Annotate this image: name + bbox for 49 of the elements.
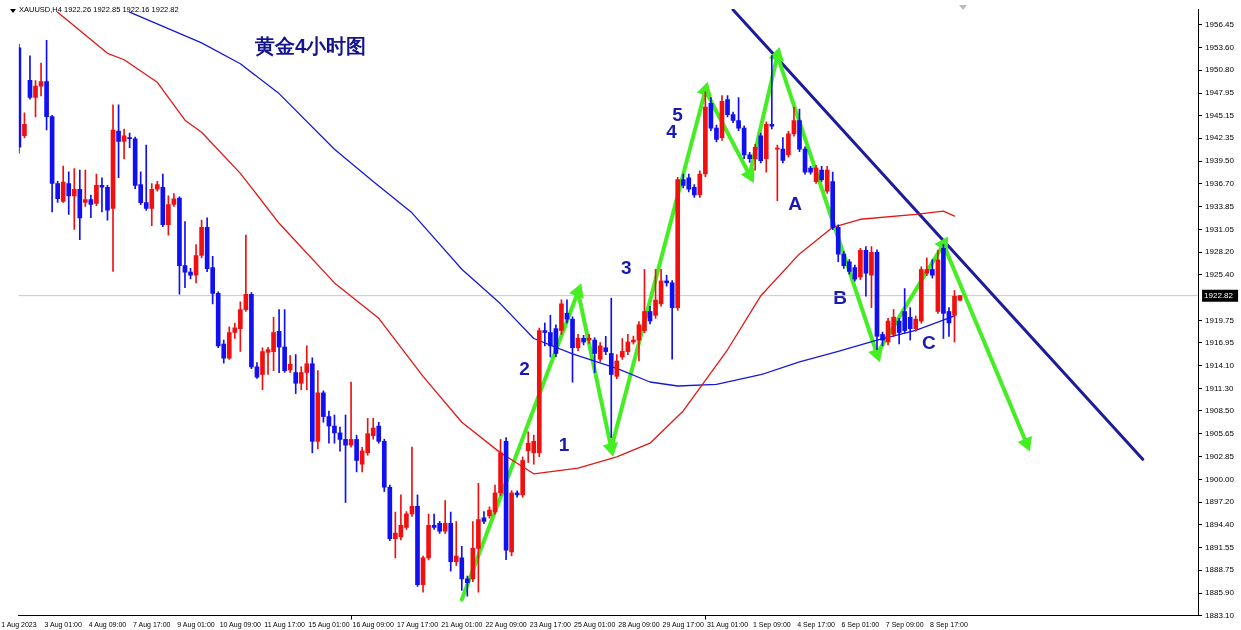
point (1017, 436, 1032, 452)
y-tick-label: 1902.85 (1205, 451, 1235, 461)
y-tick-label: 1931.05 (1205, 224, 1235, 234)
ref-line-label: 1922.82 (1204, 290, 1234, 300)
y-tick-label: 1894.40 (1205, 519, 1235, 529)
y-tick-label: 1956.45 (1205, 19, 1235, 29)
y-tick-label: 1953.60 (1205, 42, 1235, 52)
y-tick-label: 1936.70 (1205, 179, 1235, 189)
point (602, 442, 618, 457)
candlestick (453, 521, 459, 566)
candlestick (121, 128, 127, 160)
candlestick (464, 575, 470, 597)
y-tick-label: 1908.50 (1205, 406, 1235, 416)
annotation: 2 (519, 358, 530, 380)
candlestick (608, 297, 614, 438)
point (696, 81, 712, 97)
y-tick-label: 1905.65 (1205, 429, 1235, 439)
point (868, 347, 883, 363)
y-tick-label: 1950.80 (1205, 65, 1235, 75)
y-tick-label: 1928.20 (1205, 247, 1235, 257)
y-tick-label: 1911.30 (1205, 383, 1234, 393)
candlestick (71, 168, 77, 230)
y-tick-label: 1897.20 (1205, 497, 1235, 507)
y-tick-label: 1939.50 (1205, 156, 1235, 166)
candlestick (769, 55, 775, 130)
y-tick-label: 1888.75 (1205, 565, 1235, 575)
y-tick-label: 1942.35 (1205, 133, 1235, 143)
annotation: A (788, 192, 803, 214)
text: 黄金4小时图 (255, 34, 367, 59)
annotation: B (833, 287, 848, 309)
point (569, 283, 584, 299)
y-tick-label: 1933.85 (1205, 201, 1235, 211)
point (740, 167, 755, 183)
candlestick (442, 500, 448, 534)
y-tick-label: 1900.00 (1205, 474, 1235, 484)
annotation: 1 (558, 433, 570, 455)
y-tick-label: 1916.95 (1205, 338, 1235, 348)
y-tick-label: 1885.90 (1205, 588, 1235, 598)
y-tick-label: 1947.95 (1205, 88, 1235, 98)
y-tick-label: 1891.55 (1205, 542, 1235, 552)
y-tick-label: 1919.75 (1205, 315, 1235, 325)
candlestick (603, 335, 609, 355)
annotation: C (922, 331, 937, 353)
y-tick-label: 1925.40 (1205, 270, 1235, 280)
point (768, 46, 784, 62)
y-tick-label: 1945.15 (1205, 110, 1235, 120)
annotation: 3 (621, 257, 632, 279)
y-tick-label: 1883.10 (1205, 610, 1235, 620)
y-tick-label: 1914.10 (1205, 361, 1235, 371)
